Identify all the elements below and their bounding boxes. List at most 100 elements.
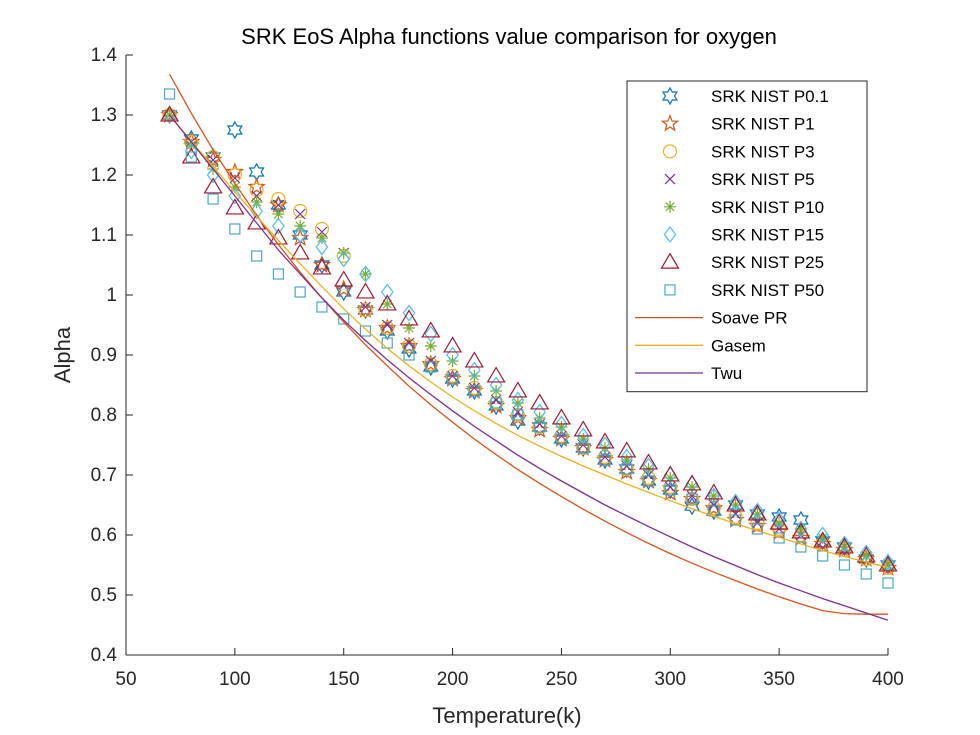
data-point xyxy=(533,412,546,424)
data-point xyxy=(206,166,220,184)
chart-title: SRK EoS Alpha functions value comparison… xyxy=(241,24,777,49)
legend-label: SRK NIST P0.1 xyxy=(711,87,829,106)
data-point xyxy=(425,355,437,367)
data-point xyxy=(618,459,635,479)
legend-item: Soave PR xyxy=(635,309,788,328)
y-axis-label: Alpha xyxy=(50,326,75,383)
data-point xyxy=(250,202,264,220)
legend-swatch xyxy=(663,226,677,243)
legend-swatch xyxy=(664,173,676,185)
data-point xyxy=(185,139,198,151)
data-point xyxy=(203,177,223,194)
data-point xyxy=(423,356,438,372)
data-point xyxy=(229,172,241,184)
data-point xyxy=(881,553,895,571)
data-point xyxy=(575,438,592,458)
data-point xyxy=(878,555,898,572)
legend-item: SRK NIST P5 xyxy=(664,170,815,189)
data-point xyxy=(834,537,855,554)
data-point xyxy=(508,381,528,398)
x-tick-label: 250 xyxy=(546,669,578,690)
y-tick-label: 1.1 xyxy=(91,225,117,246)
data-point xyxy=(360,301,371,313)
legend-item: SRK NIST P50 xyxy=(664,281,824,300)
y-tick-label: 0.6 xyxy=(91,525,117,546)
legend-label: SRK NIST P15 xyxy=(711,226,824,245)
data-point xyxy=(664,484,676,496)
data-point xyxy=(813,531,833,548)
legend-item: SRK NIST P1 xyxy=(660,114,815,134)
data-point xyxy=(272,217,285,235)
data-point xyxy=(534,421,546,433)
legend: SRK NIST P0.1 SRK NIST P1 SRK NIST P3 SRK N… xyxy=(626,80,868,393)
data-point xyxy=(686,493,698,505)
series-9 xyxy=(169,114,889,569)
data-point xyxy=(859,544,873,562)
data-point xyxy=(490,385,503,397)
data-point xyxy=(791,522,811,539)
data-point xyxy=(729,514,742,526)
data-point xyxy=(660,465,680,482)
tick-layer: 50 100 150 200 250 300 350 400 0.4 0.5 0.6 0.7 0.8 0.… xyxy=(91,45,904,690)
data-point xyxy=(403,322,416,334)
y-tick-label: 0.7 xyxy=(91,465,117,486)
legend-label: Soave PR xyxy=(711,309,788,328)
series-8 xyxy=(168,73,888,615)
data-point xyxy=(599,451,611,463)
data-point xyxy=(882,577,894,589)
data-point xyxy=(403,337,415,349)
data-point xyxy=(401,338,417,354)
legend-label: Gasem xyxy=(711,336,766,355)
data-point xyxy=(556,430,567,442)
y-tick-label: 1.3 xyxy=(91,105,117,126)
data-point xyxy=(381,319,393,331)
data-point xyxy=(773,517,786,529)
data-point xyxy=(338,313,350,325)
data-point xyxy=(313,255,330,275)
data-point xyxy=(860,568,872,580)
legend-swatch xyxy=(664,200,676,213)
data-point xyxy=(425,361,437,373)
data-point xyxy=(555,415,568,433)
data-point xyxy=(704,483,724,500)
data-point xyxy=(773,532,785,544)
data-point xyxy=(858,549,875,569)
legend-label: SRK NIST P1 xyxy=(711,115,815,134)
legend-label: SRK NIST P25 xyxy=(711,253,824,272)
data-point xyxy=(750,502,764,520)
data-point xyxy=(860,550,873,562)
data-point xyxy=(664,481,676,493)
data-point xyxy=(272,199,284,211)
data-point xyxy=(185,151,197,163)
data-point xyxy=(838,535,851,553)
data-point xyxy=(642,475,655,487)
data-point xyxy=(468,385,480,397)
data-point xyxy=(595,432,615,449)
data-point xyxy=(464,351,484,368)
y-tick-label: 0.8 xyxy=(91,405,117,426)
data-point xyxy=(512,409,524,421)
legend-swatch xyxy=(664,284,676,296)
series-line-10 xyxy=(169,114,889,621)
data-point xyxy=(686,490,698,502)
data-point xyxy=(638,453,659,470)
data-point xyxy=(490,394,502,406)
data-point xyxy=(512,406,524,418)
data-point xyxy=(599,454,611,466)
data-point xyxy=(747,504,767,521)
x-tick-label: 300 xyxy=(654,669,686,690)
data-point xyxy=(377,294,397,311)
legend-swatch xyxy=(662,144,678,159)
data-point xyxy=(794,523,807,535)
data-point xyxy=(729,493,742,511)
data-point xyxy=(359,268,372,280)
data-point xyxy=(399,309,419,326)
data-point xyxy=(358,302,373,318)
legend-swatch xyxy=(660,114,680,132)
data-point xyxy=(359,325,372,337)
data-point xyxy=(577,442,589,454)
data-point xyxy=(445,368,460,384)
data-point xyxy=(250,196,263,208)
legend-label: SRK NIST P50 xyxy=(711,281,824,300)
